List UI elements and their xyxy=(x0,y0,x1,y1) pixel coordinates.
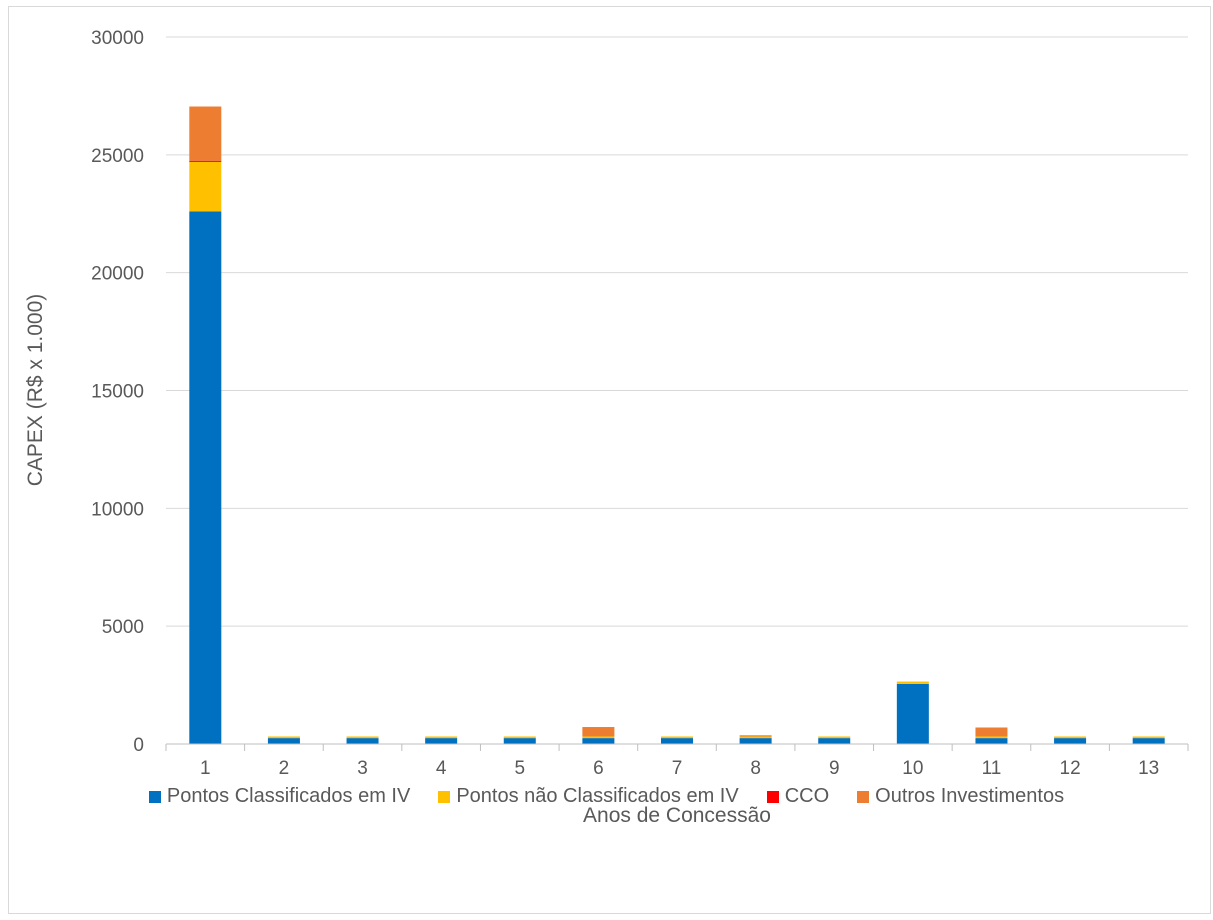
x-tick-label: 7 xyxy=(672,758,683,779)
x-tick-label: 5 xyxy=(514,758,525,779)
bar-segment xyxy=(661,738,693,744)
legend-label: Pontos não Classificados em IV xyxy=(456,785,739,807)
x-tick-label: 12 xyxy=(1060,758,1081,779)
bar-segment xyxy=(425,736,458,739)
x-tick-label: 1 xyxy=(200,758,211,779)
legend-swatch xyxy=(857,790,870,803)
legend-swatch xyxy=(438,790,451,803)
bar-segment xyxy=(1054,738,1087,744)
bar-segment xyxy=(739,736,772,739)
bar-segment xyxy=(346,736,379,739)
y-tick-label: 0 xyxy=(133,735,144,756)
bar-segment xyxy=(739,738,772,744)
bars xyxy=(189,106,1165,745)
bar-segment xyxy=(189,160,222,162)
bar-segment xyxy=(503,736,536,739)
x-tick-label: 8 xyxy=(750,758,761,779)
bar-segment xyxy=(503,738,536,744)
x-tick-label: 4 xyxy=(436,758,447,779)
y-tick-label: 5000 xyxy=(102,617,144,638)
bar-segment xyxy=(267,738,300,744)
legend-swatch xyxy=(148,790,161,803)
bar-segment xyxy=(582,738,615,744)
bar-segment xyxy=(425,738,458,744)
x-tick-label: 13 xyxy=(1138,758,1159,779)
x-tick-label: 2 xyxy=(279,758,290,779)
bar-segment xyxy=(582,736,615,739)
bar-segment xyxy=(896,681,929,684)
x-tick-label: 11 xyxy=(982,758,1002,779)
legend-item: Pontos Classificados em IV xyxy=(148,785,411,808)
bar-segment xyxy=(1132,738,1165,744)
bar-segment xyxy=(975,736,1008,739)
legend-item: CCO xyxy=(766,785,830,808)
bar-segment xyxy=(896,683,929,744)
bar-segment xyxy=(267,736,300,739)
x-tick-label: 10 xyxy=(902,758,923,779)
bar-segment xyxy=(818,736,851,739)
legend: Pontos Classificados em IV Pontos não Cla… xyxy=(0,785,1213,808)
legend-item: Pontos não Classificados em IV xyxy=(438,785,739,808)
bar-segment xyxy=(582,727,615,737)
y-tick-label: 20000 xyxy=(91,264,144,285)
legend-label: Outros Investimentos xyxy=(875,785,1065,807)
x-tick-label: 9 xyxy=(829,758,840,779)
bar-segment xyxy=(739,735,772,737)
y-tick-label: 25000 xyxy=(91,146,144,167)
bar-segment xyxy=(1054,736,1087,739)
legend-item: Outros Investimentos xyxy=(857,785,1064,808)
bar-segment xyxy=(975,727,1008,737)
legend-label: Pontos Classificados em IV xyxy=(166,785,411,807)
bar-segment xyxy=(975,738,1008,744)
bar-segment xyxy=(189,161,222,212)
y-tick-label: 10000 xyxy=(91,499,144,520)
x-tick-label: 3 xyxy=(357,758,368,779)
x-tick-label: 6 xyxy=(593,758,604,779)
y-tick-label: 30000 xyxy=(91,28,144,49)
bar-segment xyxy=(189,211,222,745)
y-axis-title: CAPEX (R$ x 1.000) xyxy=(24,294,47,487)
legend-swatch xyxy=(766,790,779,803)
y-tick-label: 15000 xyxy=(91,382,144,403)
bar-segment xyxy=(1132,736,1165,739)
bar-segment xyxy=(818,738,851,744)
bar-segment xyxy=(189,106,222,161)
x-axis-title: Anos de Concessão xyxy=(583,804,771,827)
legend-label: CCO xyxy=(784,785,830,807)
bar-segment xyxy=(661,736,693,739)
gridlines xyxy=(166,36,1188,627)
bar-segment xyxy=(346,738,379,744)
